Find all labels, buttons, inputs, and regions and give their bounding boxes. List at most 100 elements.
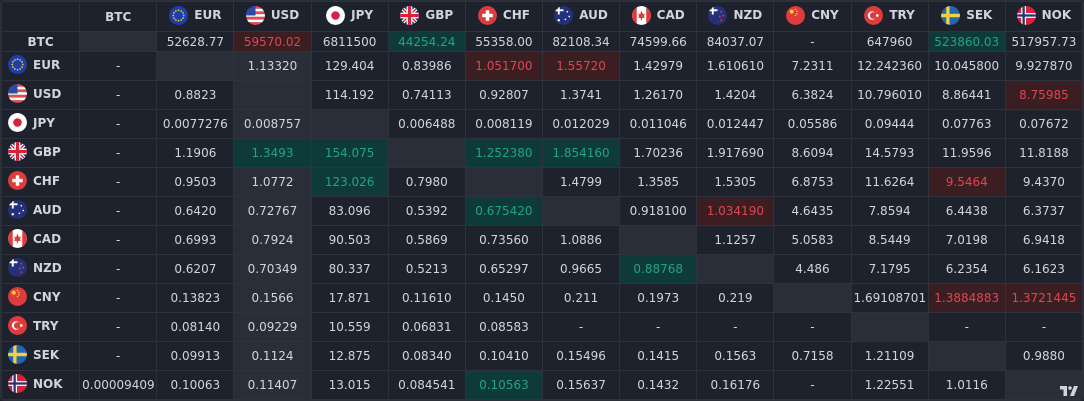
rate-cell-cny-btc[interactable]: - [79,283,158,313]
rate-cell-usd-gbp[interactable]: 0.74113 [387,80,466,110]
rate-cell-eur-usd[interactable]: 1.13320 [233,51,312,81]
rate-cell-jpy-gbp[interactable]: 0.006488 [387,109,466,139]
rate-cell-nzd-btc[interactable]: - [79,254,158,284]
rate-cell-gbp-chf[interactable]: 1.252380 [464,138,543,168]
row-header-nok[interactable]: NOK [1,370,81,400]
rate-cell-cad-cny[interactable]: 5.0583 [773,225,852,255]
rate-cell-sek-cny[interactable]: 0.7158 [773,341,852,371]
rate-cell-cad-nok[interactable]: 6.9418 [1004,225,1083,255]
column-header-cny[interactable]: CNY [773,1,852,32]
rate-cell-try-nzd[interactable]: - [696,312,775,342]
rate-cell-gbp-eur[interactable]: 1.1906 [156,138,235,168]
rate-cell-try-usd[interactable]: 0.09229 [233,312,312,342]
rate-cell-cny-aud[interactable]: 0.211 [541,283,621,313]
rate-cell-nzd-cny[interactable]: 4.486 [773,254,852,284]
rate-cell-nzd-aud[interactable]: 0.9665 [541,254,621,284]
rate-cell-jpy-eur[interactable]: 0.0077276 [156,109,235,139]
rate-cell-eur-aud[interactable]: 1.55720 [541,51,621,81]
rate-cell-nok-chf[interactable]: 0.10563 [464,370,543,400]
rate-cell-cad-jpy[interactable]: 90.503 [310,225,389,255]
rate-cell-gbp-aud[interactable]: 1.854160 [541,138,621,168]
rate-cell-btc-jpy[interactable]: 6811500 [310,31,389,52]
rate-cell-cny-jpy[interactable]: 17.871 [310,283,389,313]
rate-cell-eur-chf[interactable]: 1.051700 [464,51,543,81]
rate-cell-nzd-usd[interactable]: 0.70349 [233,254,312,284]
rate-cell-cny-usd[interactable]: 0.1566 [233,283,312,313]
rate-cell-nzd-nok[interactable]: 6.1623 [1004,254,1083,284]
rate-cell-usd-try[interactable]: 10.796010 [850,80,929,110]
rate-cell-nok-nzd[interactable]: 0.16176 [696,370,775,400]
rate-cell-btc-chf[interactable]: 55358.00 [464,31,543,52]
rate-cell-cad-aud[interactable]: 1.0886 [541,225,621,255]
rate-cell-aud-jpy[interactable]: 83.096 [310,196,389,226]
column-header-try[interactable]: TRY [850,1,929,32]
rate-cell-chf-try[interactable]: 11.6264 [850,167,929,197]
rate-cell-jpy-aud[interactable]: 0.012029 [541,109,621,139]
rate-cell-nok-cad[interactable]: 0.1432 [619,370,698,400]
rate-cell-btc-cny[interactable]: - [773,31,852,52]
rate-cell-cny-try[interactable]: 1.69108701 [850,283,929,313]
rate-cell-nzd-chf[interactable]: 0.65297 [464,254,543,284]
rate-cell-nzd-cad[interactable]: 0.88768 [619,254,698,284]
rate-cell-gbp-jpy[interactable]: 154.075 [310,138,389,168]
rate-cell-btc-gbp[interactable]: 44254.24 [387,31,466,52]
rate-cell-cad-chf[interactable]: 0.73560 [464,225,543,255]
rate-cell-jpy-try[interactable]: 0.09444 [850,109,929,139]
rate-cell-eur-cny[interactable]: 7.2311 [773,51,852,81]
rate-cell-nok-cny[interactable]: - [773,370,852,400]
rate-cell-aud-nzd[interactable]: 1.034190 [696,196,775,226]
rate-cell-usd-chf[interactable]: 0.92807 [464,80,543,110]
rate-cell-sek-nzd[interactable]: 0.1563 [696,341,775,371]
rate-cell-cad-gbp[interactable]: 0.5869 [387,225,466,255]
rate-cell-sek-nok[interactable]: 0.9880 [1004,341,1083,371]
rate-cell-nok-try[interactable]: 1.22551 [850,370,929,400]
row-header-cad[interactable]: CAD [1,225,81,255]
rate-cell-eur-jpy[interactable]: 129.404 [310,51,389,81]
rate-cell-try-jpy[interactable]: 10.559 [310,312,389,342]
rate-cell-jpy-cad[interactable]: 0.011046 [619,109,698,139]
rate-cell-sek-try[interactable]: 1.21109 [850,341,929,371]
rate-cell-jpy-usd[interactable]: 0.008757 [233,109,312,139]
row-header-jpy[interactable]: JPY [1,109,81,139]
rate-cell-try-eur[interactable]: 0.08140 [156,312,235,342]
rate-cell-usd-aud[interactable]: 1.3741 [541,80,621,110]
rate-cell-btc-nzd[interactable]: 84037.07 [696,31,775,52]
rate-cell-try-btc[interactable]: - [79,312,158,342]
row-header-cny[interactable]: CNY [1,283,81,313]
row-header-gbp[interactable]: GBP [1,138,81,168]
rate-cell-eur-nzd[interactable]: 1.610610 [696,51,775,81]
rate-cell-usd-sek[interactable]: 8.86441 [927,80,1006,110]
rate-cell-jpy-sek[interactable]: 0.07763 [927,109,1006,139]
rate-cell-btc-eur[interactable]: 52628.77 [156,31,235,52]
row-header-btc[interactable]: BTC [1,31,81,52]
rate-cell-aud-chf[interactable]: 0.675420 [464,196,543,226]
rate-cell-nok-btc[interactable]: 0.00009409 [79,370,158,400]
rate-cell-chf-btc[interactable]: - [79,167,158,197]
rate-cell-btc-sek[interactable]: 523860.03 [927,31,1006,52]
rate-cell-eur-try[interactable]: 12.242360 [850,51,929,81]
rate-cell-sek-jpy[interactable]: 12.875 [310,341,389,371]
rate-cell-try-nok[interactable]: - [1004,312,1083,342]
row-header-try[interactable]: TRY [1,312,81,342]
rate-cell-nok-aud[interactable]: 0.15637 [541,370,621,400]
rate-cell-sek-eur[interactable]: 0.09913 [156,341,235,371]
rate-cell-nzd-try[interactable]: 7.1795 [850,254,929,284]
rate-cell-nok-sek[interactable]: 1.0116 [927,370,1006,400]
rate-cell-btc-btc[interactable] [79,31,158,52]
rate-cell-nok-gbp[interactable]: 0.084541 [387,370,466,400]
rate-cell-btc-nok[interactable]: 517957.73 [1004,31,1083,52]
rate-cell-sek-chf[interactable]: 0.10410 [464,341,543,371]
column-header-gbp[interactable]: GBP [387,1,466,32]
rate-cell-usd-eur[interactable]: 0.8823 [156,80,235,110]
rate-cell-nok-usd[interactable]: 0.11407 [233,370,312,400]
column-header-aud[interactable]: AUD [541,1,621,32]
rate-cell-aud-btc[interactable]: - [79,196,158,226]
rate-cell-nok-eur[interactable]: 0.10063 [156,370,235,400]
rate-cell-aud-gbp[interactable]: 0.5392 [387,196,466,226]
rate-cell-cad-nzd[interactable]: 1.1257 [696,225,775,255]
column-header-sek[interactable]: SEK [927,1,1006,32]
rate-cell-chf-eur[interactable]: 0.9503 [156,167,235,197]
rate-cell-nzd-gbp[interactable]: 0.5213 [387,254,466,284]
rate-cell-btc-cad[interactable]: 74599.66 [619,31,698,52]
rate-cell-usd-jpy[interactable]: 114.192 [310,80,389,110]
